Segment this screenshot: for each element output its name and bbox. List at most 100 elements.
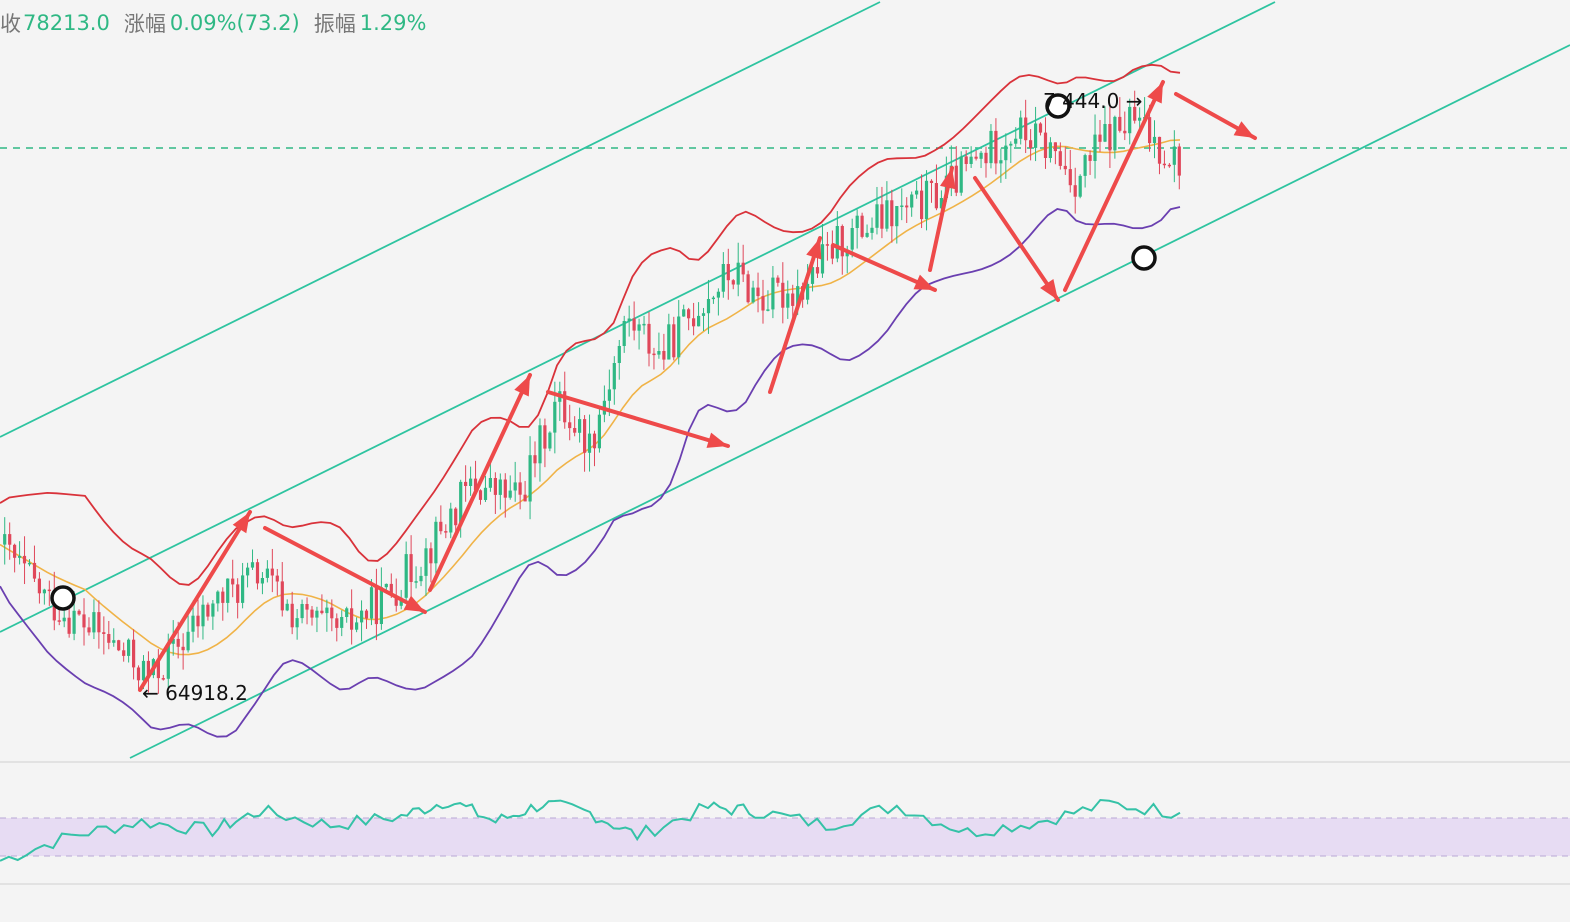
candle-body	[692, 318, 696, 327]
rsi-band	[0, 818, 1570, 856]
candle-body	[3, 534, 7, 545]
candle-body	[513, 482, 517, 491]
candle-body	[662, 351, 666, 360]
candle-body	[865, 232, 869, 237]
candle-body	[355, 622, 359, 630]
candle-body	[1108, 124, 1112, 151]
candle-body	[1133, 106, 1137, 121]
candle-body	[875, 204, 879, 228]
candle-body	[587, 433, 592, 453]
trend-arrow-head	[1233, 121, 1255, 138]
candle-body	[994, 130, 998, 164]
candle-body	[1034, 123, 1038, 148]
candle-body	[959, 156, 963, 193]
candle-body	[335, 618, 339, 628]
candle-body	[449, 508, 453, 533]
candle-body	[553, 401, 557, 433]
candle-body	[563, 391, 567, 423]
candle-body	[781, 282, 785, 308]
candle-body	[1093, 134, 1097, 161]
candle-body	[444, 531, 448, 533]
candle-body	[835, 226, 839, 259]
trend-arrow	[138, 510, 252, 692]
candle-body	[280, 581, 284, 611]
candle-body	[1083, 155, 1087, 176]
candle-body	[820, 244, 825, 274]
candle-body	[132, 639, 136, 668]
candle-body	[1029, 140, 1033, 148]
candle-body	[459, 481, 463, 526]
candle-body	[295, 618, 299, 628]
candle-body	[697, 315, 701, 327]
candle-body	[1157, 136, 1162, 164]
candle-body	[731, 280, 735, 285]
candle-body	[954, 165, 958, 193]
candle-body	[141, 660, 146, 681]
candle-body	[87, 627, 91, 633]
candle-body	[429, 548, 433, 564]
candle-body	[42, 589, 46, 594]
candle-body	[374, 587, 378, 625]
candle-body	[384, 583, 388, 588]
candle-body	[682, 309, 686, 317]
candle-body	[578, 419, 582, 433]
candle-body	[493, 478, 497, 495]
candle-body	[667, 324, 671, 360]
channel-upper-line	[0, 1, 881, 438]
candle-body	[191, 615, 195, 632]
candle-body	[1073, 185, 1077, 197]
candle-body	[1162, 163, 1166, 166]
candle-body	[1048, 142, 1052, 158]
candle-body	[345, 608, 349, 617]
bollinger-lower-line	[0, 206, 1181, 738]
candle-body	[1004, 145, 1008, 161]
candle-body	[1038, 123, 1043, 133]
close-label: 收	[0, 12, 21, 36]
trend-arrow	[263, 526, 427, 614]
candle-body	[890, 200, 894, 227]
candle-body	[672, 324, 676, 358]
candle-body	[607, 389, 611, 401]
candle-body	[1167, 164, 1171, 167]
candle-body	[1103, 124, 1107, 142]
candle-body	[13, 544, 17, 558]
candle-body	[156, 659, 160, 679]
trend-arrow-head	[232, 512, 250, 534]
candle-body	[929, 180, 934, 183]
bollinger-upper-line	[0, 63, 1181, 586]
candle-body	[583, 419, 587, 453]
candle-body	[434, 521, 438, 564]
trend-arrow-head	[913, 274, 935, 290]
candle-body	[592, 433, 597, 449]
candle-body	[350, 608, 354, 630]
candle-body	[47, 589, 51, 592]
candle-body	[637, 324, 641, 331]
candle-body	[1053, 142, 1057, 152]
candle-body	[989, 130, 993, 164]
candle-body	[964, 156, 968, 164]
candle-body	[1172, 146, 1176, 165]
candle-body	[503, 479, 507, 498]
candle-body	[791, 293, 795, 306]
candle-body	[186, 631, 190, 651]
candle-body	[171, 638, 175, 644]
candle-body	[166, 643, 170, 679]
candle-body	[815, 267, 820, 274]
candle-body	[102, 632, 106, 634]
candle-body	[642, 323, 646, 326]
candle-body	[117, 640, 121, 651]
candle-body	[1063, 165, 1067, 170]
trend-arrow	[546, 390, 730, 448]
candle-body	[161, 678, 165, 680]
trend-arrow-head	[1040, 279, 1058, 300]
candle-body	[756, 287, 760, 297]
candle-body	[8, 534, 12, 545]
candle-body	[1177, 146, 1181, 176]
rsi-line	[0, 798, 1181, 862]
candle-body	[57, 620, 61, 622]
candle-body	[984, 152, 988, 164]
candle-body	[920, 190, 924, 220]
candle-body	[439, 521, 443, 532]
candle-body	[1024, 117, 1028, 141]
